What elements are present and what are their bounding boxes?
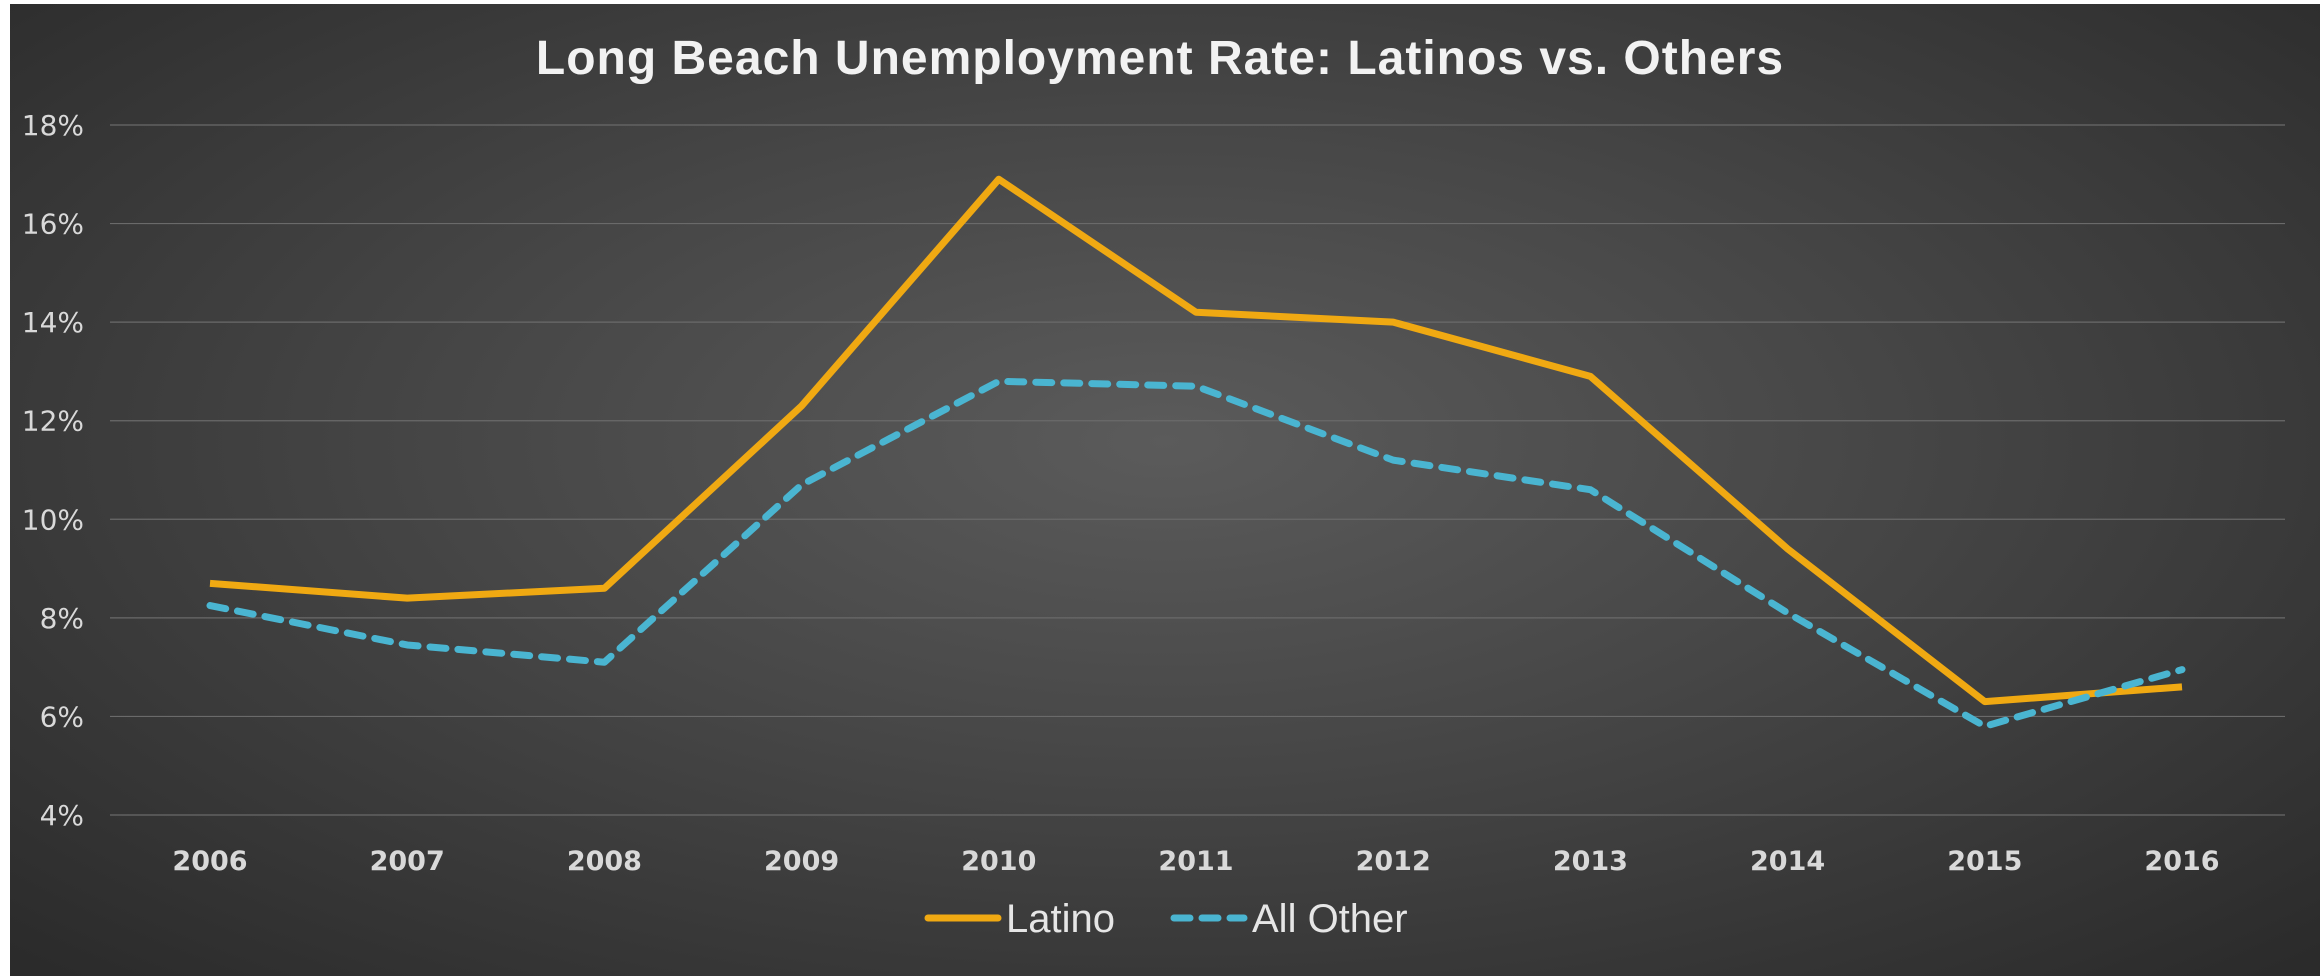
- y-tick-label: 6%: [40, 700, 84, 733]
- series-line-latino: [209, 175, 2183, 706]
- x-tick-label: 2009: [764, 846, 839, 877]
- chart-title: Long Beach Unemployment Rate: Latinos vs…: [536, 32, 1784, 85]
- legend-label-all-other: All Other: [1252, 897, 1408, 941]
- y-tick-label: 14%: [22, 306, 84, 339]
- y-tick-label: 12%: [22, 405, 84, 438]
- x-tick-label: 2016: [2144, 846, 2219, 877]
- x-tick-label: 2014: [1750, 846, 1825, 877]
- series-line-all-other: [206, 377, 2186, 730]
- x-tick-label: 2013: [1553, 846, 1628, 877]
- y-axis-ticks: 4% 6% 8% 10% 12% 14% 16% 18%: [22, 109, 84, 832]
- y-tick-label: 8%: [40, 602, 84, 635]
- legend: Latino All Other: [924, 897, 1408, 941]
- y-tick-label: 16%: [22, 208, 84, 241]
- y-tick-label: 10%: [22, 503, 84, 536]
- x-tick-label: 2015: [1947, 846, 2022, 877]
- gridlines: [110, 124, 2285, 816]
- x-tick-label: 2010: [961, 846, 1036, 877]
- x-tick-label: 2006: [172, 846, 247, 877]
- x-axis-ticks: 2006 2007 2008 2009 2010 2011 2012 2013 2014 2015…: [172, 846, 2219, 877]
- legend-label-latino: Latino: [1006, 897, 1115, 941]
- x-tick-label: 2008: [567, 846, 642, 877]
- series-lines: [206, 175, 2186, 730]
- x-tick-label: 2012: [1356, 846, 1431, 877]
- y-tick-label: 18%: [22, 109, 84, 142]
- chart-frame: Long Beach Unemployment Rate: Latinos vs…: [10, 4, 2320, 976]
- line-chart: Long Beach Unemployment Rate: Latinos vs…: [22, 32, 2285, 941]
- x-tick-label: 2011: [1158, 846, 1233, 877]
- x-tick-label: 2007: [370, 846, 445, 877]
- y-tick-label: 4%: [40, 799, 84, 832]
